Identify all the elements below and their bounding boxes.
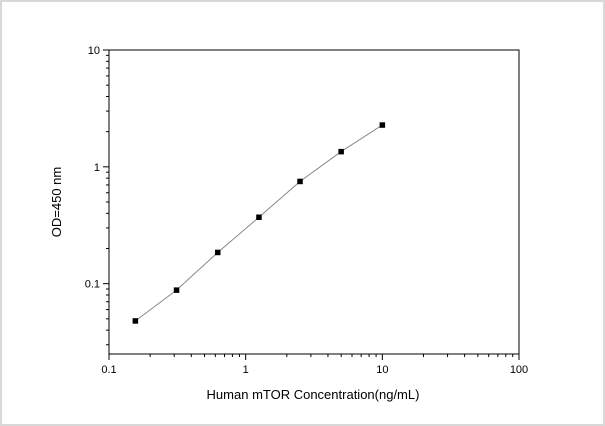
y-tick-label: 0.1 (85, 279, 100, 291)
fit-curve (135, 124, 383, 322)
y-tick-label: 1 (94, 162, 100, 174)
data-point (297, 178, 303, 185)
data-point (173, 287, 180, 293)
data-points-layer (132, 122, 386, 324)
data-point (379, 122, 386, 128)
data-point (256, 214, 262, 220)
x-tick-label: 0.1 (101, 364, 116, 376)
x-tick-label: 10 (376, 364, 388, 376)
x-tick-label: 100 (510, 364, 528, 376)
fit-curve-layer (135, 124, 383, 322)
x-tick-label: 1 (243, 364, 249, 376)
y-axis-label: OD=450 nm (49, 167, 64, 237)
x-axis-label: Human mTOR Concentration(ng/mL) (207, 387, 420, 402)
data-point (215, 249, 221, 256)
data-point (338, 148, 344, 155)
data-point (132, 318, 139, 324)
axes: 0.1 1 10 100 0.1 1 10 (85, 45, 528, 376)
y-tick-label: 10 (88, 45, 100, 57)
plot-area-border (108, 49, 520, 355)
